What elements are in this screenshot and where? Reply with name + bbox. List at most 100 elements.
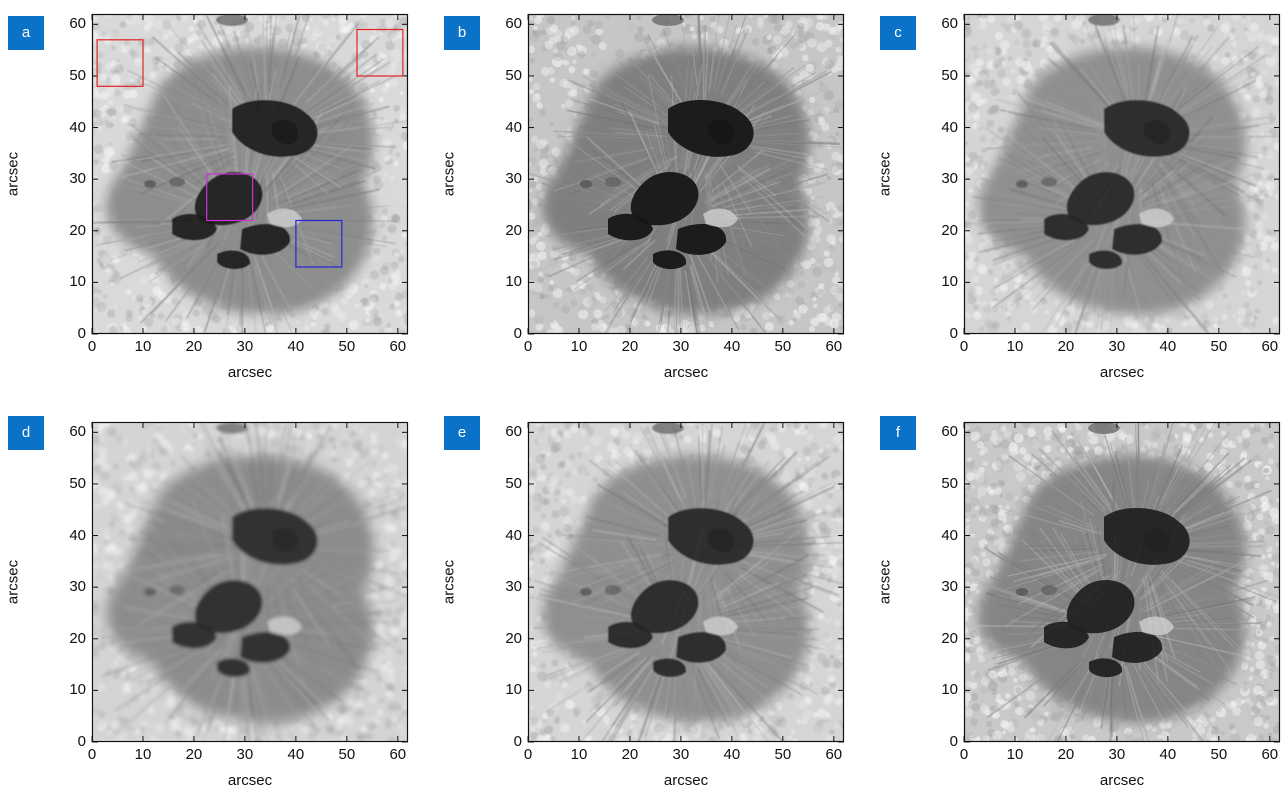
x-tick-label: 0	[87, 338, 97, 355]
sunspot-intensity-image	[964, 14, 1280, 334]
x-tick-label: 50	[1210, 338, 1228, 355]
panel-d: d arcsec 0 0 10 10 20 20 30 30 40 40 50 50 60 60 arcsec	[0, 408, 420, 798]
y-tick-label: 50	[505, 474, 522, 492]
y-tick-label: 30	[69, 170, 86, 188]
plot-area	[527, 421, 845, 743]
panel-label-badge: a	[8, 16, 44, 50]
panel-label-badge: c	[880, 16, 916, 50]
y-axis-label: arcsec	[4, 559, 22, 605]
y-axis-label: arcsec	[876, 151, 894, 197]
y-tick-label: 60	[505, 423, 522, 441]
x-tick-label: 40	[287, 338, 305, 355]
y-tick-label: 50	[69, 474, 86, 492]
x-tick-label: 50	[338, 338, 356, 355]
x-tick-label: 10	[134, 338, 152, 355]
y-tick-label: 30	[941, 578, 958, 596]
panel-e: e arcsec 0 0 10 10 20 20 30 30 40 40 50 50 60 60 arcsec	[436, 408, 856, 798]
y-tick-label: 20	[941, 221, 958, 239]
x-tick-label: 40	[723, 746, 741, 763]
panel-label-badge: d	[8, 416, 44, 450]
y-tick-label: 20	[69, 629, 86, 647]
x-tick-label: 40	[1159, 338, 1177, 355]
y-tick-label: 50	[69, 66, 86, 84]
y-tick-label: 20	[505, 629, 522, 647]
x-tick-label: 30	[236, 338, 254, 355]
axes-frame	[963, 13, 1281, 335]
y-tick-label: 30	[69, 578, 86, 596]
y-tick-label: 10	[941, 273, 958, 291]
x-tick-label: 20	[1057, 746, 1075, 763]
plot-area	[91, 421, 409, 743]
panel-label-badge: e	[444, 416, 480, 450]
y-tick-label: 20	[941, 629, 958, 647]
y-tick-label: 50	[941, 66, 958, 84]
axes-frame	[91, 421, 409, 743]
x-tick-label: 50	[338, 746, 356, 763]
panel-b: b arcsec 0 0 10 10 20 20 30 30 40 40 50 50 60 60 arcsec	[436, 0, 856, 390]
x-tick-label: 20	[621, 746, 639, 763]
region-box-2	[356, 28, 404, 77]
y-axis-label: arcsec	[440, 151, 458, 197]
x-tick-label: 0	[523, 746, 533, 763]
y-tick-label: 0	[513, 325, 522, 342]
x-tick-label: 0	[87, 746, 97, 763]
panel-label-badge: f	[880, 416, 916, 450]
panel-f: f arcsec 0 0 10 10 20 20 30 30 40 40 50 50 60 60 arcsec	[872, 408, 1287, 798]
x-tick-label: 20	[1057, 338, 1075, 355]
plot-area	[527, 13, 845, 335]
y-tick-label: 10	[69, 681, 86, 699]
axes-frame	[527, 13, 845, 335]
x-tick-label: 0	[959, 746, 969, 763]
x-tick-label: 40	[1159, 746, 1177, 763]
x-tick-label: 60	[389, 746, 407, 763]
x-tick-label: 50	[774, 746, 792, 763]
axes-frame	[527, 421, 845, 743]
x-tick-label: 50	[774, 338, 792, 355]
x-tick-label: 60	[389, 338, 407, 355]
x-axis-label: arcsec	[663, 364, 709, 381]
x-tick-label: 40	[287, 746, 305, 763]
y-tick-label: 0	[77, 325, 86, 342]
y-tick-label: 60	[941, 15, 958, 33]
y-tick-label: 40	[505, 526, 522, 544]
x-tick-label: 10	[1006, 338, 1024, 355]
x-tick-label: 30	[1108, 338, 1126, 355]
x-tick-label: 10	[134, 746, 152, 763]
x-tick-label: 10	[1006, 746, 1024, 763]
y-tick-label: 30	[505, 578, 522, 596]
x-tick-label: 30	[672, 338, 690, 355]
x-tick-label: 10	[570, 338, 588, 355]
y-axis-label: arcsec	[440, 559, 458, 605]
x-tick-label: 60	[825, 746, 843, 763]
x-tick-label: 60	[1261, 338, 1279, 355]
y-tick-label: 0	[949, 325, 958, 342]
y-tick-label: 0	[77, 733, 86, 750]
sunspot-intensity-image	[92, 14, 408, 334]
y-tick-label: 60	[69, 423, 86, 441]
y-tick-label: 40	[941, 118, 958, 136]
plot-area	[963, 421, 1281, 743]
sunspot-intensity-image	[528, 14, 844, 334]
x-tick-label: 10	[570, 746, 588, 763]
y-tick-label: 60	[505, 15, 522, 33]
y-tick-label: 10	[505, 273, 522, 291]
y-tick-label: 60	[941, 423, 958, 441]
y-tick-label: 30	[505, 170, 522, 188]
panel-a: a arcsec 0 0 10 10 20 20 30 30 40 40 50 50 60 60 arcsec	[0, 0, 420, 390]
plot-area	[963, 13, 1281, 335]
sunspot-intensity-image	[92, 422, 408, 742]
x-tick-label: 20	[185, 746, 203, 763]
x-axis-label: arcsec	[227, 364, 273, 381]
x-tick-label: 30	[1108, 746, 1126, 763]
x-tick-label: 60	[1261, 746, 1279, 763]
x-axis-label: arcsec	[1099, 364, 1145, 381]
region-box-1	[96, 39, 144, 87]
sunspot-intensity-image	[964, 422, 1280, 742]
y-tick-label: 60	[69, 15, 86, 33]
y-tick-label: 50	[941, 474, 958, 492]
x-axis-label: arcsec	[663, 772, 709, 789]
y-tick-label: 0	[513, 733, 522, 750]
x-tick-label: 50	[1210, 746, 1228, 763]
y-tick-label: 40	[69, 526, 86, 544]
x-tick-label: 60	[825, 338, 843, 355]
